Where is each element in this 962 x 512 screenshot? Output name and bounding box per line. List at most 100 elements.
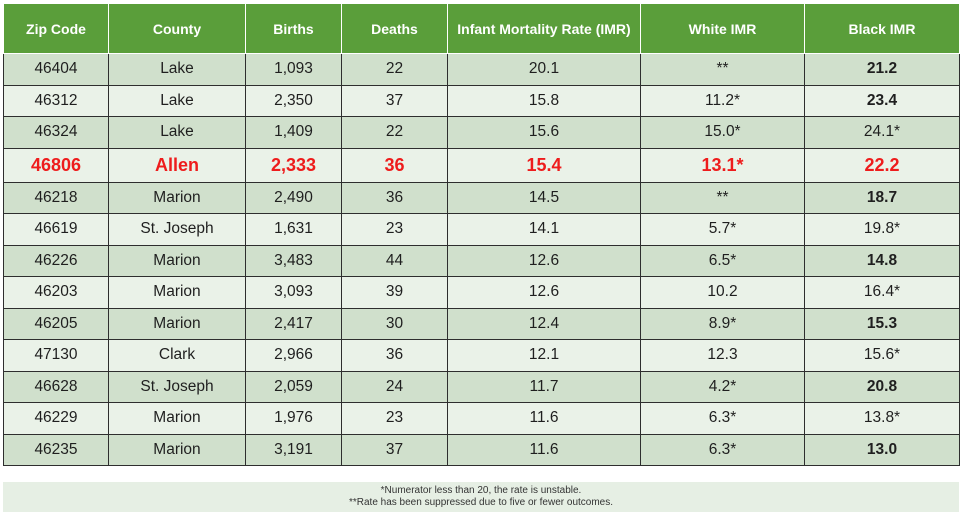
cell-zip-code: 46218 <box>3 181 109 214</box>
cell-black-imr: 18.7 <box>804 181 960 214</box>
cell-black-imr: 23.4 <box>804 84 960 117</box>
table-row: 46312 Lake 2,350 37 15.8 11.2* 23.4 <box>3 84 960 117</box>
cell-white-imr: 8.9* <box>640 307 805 340</box>
cell-zip-code: 47130 <box>3 339 109 372</box>
table-row: 46404 Lake 1,093 22 20.1 ** 21.2 <box>3 53 960 86</box>
cell-births: 1,409 <box>245 116 342 149</box>
footnote-unstable: *Numerator less than 20, the rate is uns… <box>380 485 582 496</box>
cell-births: 2,490 <box>245 181 342 214</box>
cell-black-imr: 16.4* <box>804 276 960 309</box>
table-row: 46235 Marion 3,191 37 11.6 6.3* 13.0 <box>3 433 960 466</box>
cell-births: 3,483 <box>245 244 342 277</box>
cell-zip-code: 46619 <box>3 213 109 246</box>
cell-county: Allen <box>108 147 246 183</box>
cell-black-imr: 15.6* <box>804 339 960 372</box>
cell-births: 2,059 <box>245 370 342 403</box>
cell-deaths: 37 <box>341 433 448 466</box>
cell-births: 2,417 <box>245 307 342 340</box>
cell-deaths: 44 <box>341 244 448 277</box>
cell-imr: 11.7 <box>447 370 641 403</box>
cell-zip-code: 46404 <box>3 53 109 86</box>
header-county: County <box>108 3 246 54</box>
cell-zip-code: 46628 <box>3 370 109 403</box>
cell-white-imr: 6.3* <box>640 402 805 435</box>
table-row: 46619 St. Joseph 1,631 23 14.1 5.7* 19.8* <box>3 213 960 246</box>
cell-births: 1,976 <box>245 402 342 435</box>
header-births: Births <box>245 3 342 54</box>
cell-white-imr: 5.7* <box>640 213 805 246</box>
cell-zip-code: 46203 <box>3 276 109 309</box>
table-row-highlighted: 46806 Allen 2,333 36 15.4 13.1* 22.2 <box>3 147 960 183</box>
cell-imr: 15.4 <box>447 147 641 183</box>
cell-births: 2,333 <box>245 147 342 183</box>
table-row: 46226 Marion 3,483 44 12.6 6.5* 14.8 <box>3 244 960 277</box>
cell-black-imr: 24.1* <box>804 116 960 149</box>
cell-imr: 12.6 <box>447 276 641 309</box>
header-zip-code: Zip Code <box>3 3 109 54</box>
cell-white-imr: 10.2 <box>640 276 805 309</box>
cell-deaths: 23 <box>341 213 448 246</box>
cell-deaths: 36 <box>341 147 448 183</box>
cell-imr: 12.4 <box>447 307 641 340</box>
table-row: 46205 Marion 2,417 30 12.4 8.9* 15.3 <box>3 307 960 340</box>
cell-black-imr: 13.0 <box>804 433 960 466</box>
cell-black-imr: 20.8 <box>804 370 960 403</box>
cell-imr: 15.6 <box>447 116 641 149</box>
cell-zip-code: 46806 <box>3 147 109 183</box>
cell-imr: 12.6 <box>447 244 641 277</box>
cell-imr: 11.6 <box>447 402 641 435</box>
header-deaths: Deaths <box>341 3 448 54</box>
cell-county: Marion <box>108 402 246 435</box>
table-row: 46324 Lake 1,409 22 15.6 15.0* 24.1* <box>3 116 960 149</box>
cell-county: Marion <box>108 276 246 309</box>
cell-births: 2,350 <box>245 84 342 117</box>
cell-deaths: 22 <box>341 53 448 86</box>
cell-black-imr: 19.8* <box>804 213 960 246</box>
cell-deaths: 23 <box>341 402 448 435</box>
cell-imr: 14.1 <box>447 213 641 246</box>
cell-county: Lake <box>108 53 246 86</box>
table-row: 46628 St. Joseph 2,059 24 11.7 4.2* 20.8 <box>3 370 960 403</box>
cell-county: Marion <box>108 433 246 466</box>
cell-imr: 14.5 <box>447 181 641 214</box>
cell-imr: 11.6 <box>447 433 641 466</box>
cell-black-imr: 14.8 <box>804 244 960 277</box>
cell-white-imr: ** <box>640 181 805 214</box>
cell-county: Marion <box>108 181 246 214</box>
cell-white-imr: ** <box>640 53 805 86</box>
table-row: 46229 Marion 1,976 23 11.6 6.3* 13.8* <box>3 402 960 435</box>
cell-zip-code: 46226 <box>3 244 109 277</box>
header-imr: Infant Mortality Rate (IMR) <box>447 3 641 54</box>
cell-county: St. Joseph <box>108 213 246 246</box>
cell-zip-code: 46235 <box>3 433 109 466</box>
cell-deaths: 30 <box>341 307 448 340</box>
cell-white-imr: 6.5* <box>640 244 805 277</box>
cell-black-imr: 15.3 <box>804 307 960 340</box>
cell-deaths: 36 <box>341 339 448 372</box>
header-row: Zip Code County Births Deaths Infant Mor… <box>3 3 960 54</box>
cell-deaths: 39 <box>341 276 448 309</box>
cell-imr: 20.1 <box>447 53 641 86</box>
cell-deaths: 37 <box>341 84 448 117</box>
cell-zip-code: 46312 <box>3 84 109 117</box>
cell-county: St. Joseph <box>108 370 246 403</box>
cell-imr: 12.1 <box>447 339 641 372</box>
cell-county: Marion <box>108 307 246 340</box>
cell-black-imr: 13.8* <box>804 402 960 435</box>
cell-imr: 15.8 <box>447 84 641 117</box>
footnotes: *Numerator less than 20, the rate is uns… <box>3 482 959 512</box>
cell-black-imr: 22.2 <box>804 147 960 183</box>
cell-deaths: 22 <box>341 116 448 149</box>
cell-births: 3,191 <box>245 433 342 466</box>
cell-white-imr: 13.1* <box>640 147 805 183</box>
cell-county: Lake <box>108 84 246 117</box>
table-row: 46218 Marion 2,490 36 14.5 ** 18.7 <box>3 181 960 214</box>
cell-zip-code: 46229 <box>3 402 109 435</box>
table-row: 47130 Clark 2,966 36 12.1 12.3 15.6* <box>3 339 960 372</box>
cell-births: 1,093 <box>245 53 342 86</box>
cell-white-imr: 6.3* <box>640 433 805 466</box>
cell-county: Clark <box>108 339 246 372</box>
cell-white-imr: 4.2* <box>640 370 805 403</box>
imr-table: Zip Code County Births Deaths Infant Mor… <box>3 3 960 466</box>
